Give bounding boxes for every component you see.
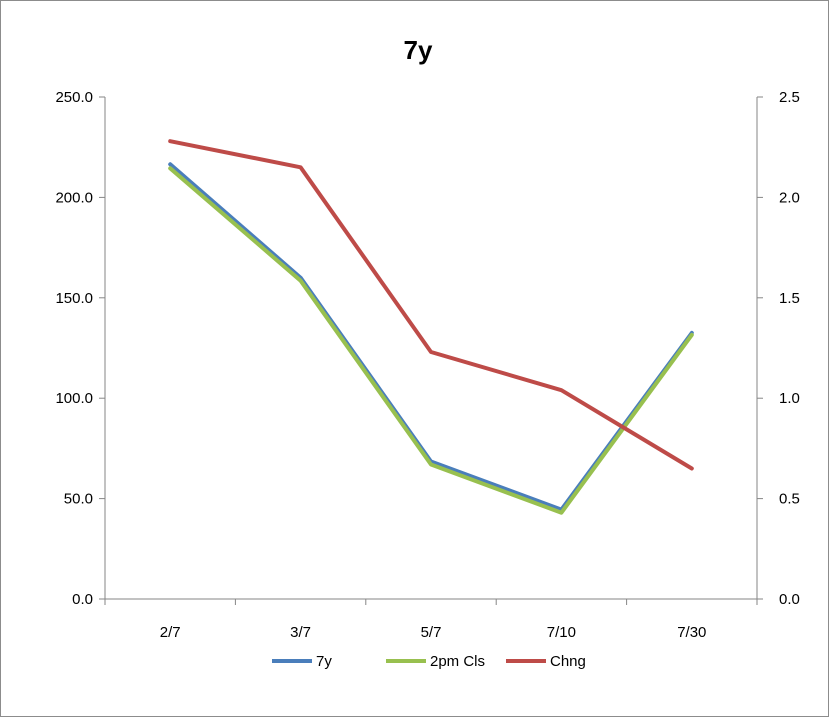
- legend-label: 2pm Cls: [430, 653, 485, 670]
- x-tick-label: 2/7: [160, 624, 181, 641]
- y-right-tick-label: 0.0: [779, 591, 800, 608]
- y-right-tick-label: 1.0: [779, 390, 800, 407]
- y-left-tick-label: 150.0: [55, 290, 93, 307]
- x-tick-label: 3/7: [290, 624, 311, 641]
- chart-title: 7y: [404, 35, 433, 65]
- y-right-tick-label: 0.5: [779, 491, 800, 508]
- y-left-tick-label: 250.0: [55, 89, 93, 106]
- y-left-tick-label: 200.0: [55, 189, 93, 206]
- y-left-tick-label: 50.0: [64, 491, 93, 508]
- x-tick-label: 5/7: [421, 624, 442, 641]
- series-line-chng: [168, 139, 694, 471]
- legend-label: 7y: [316, 653, 332, 670]
- legend: 7y 2pm Cls Chng: [272, 653, 586, 670]
- x-tick-label: 7/10: [547, 624, 576, 641]
- y-left-tick-label: 0.0: [72, 591, 93, 608]
- series-lines: [168, 139, 694, 515]
- y-right-tick-label: 2.0: [779, 189, 800, 206]
- axes: 0.0 50.0 100.0 150.0 200.0 250.0 0.0 0.5 1.0 1.5 2…: [55, 89, 799, 641]
- series-line-2pm-cls: [168, 166, 694, 515]
- y-left-tick-label: 100.0: [55, 390, 93, 407]
- y-right-tick-label: 2.5: [779, 89, 800, 106]
- y-right-tick-label: 1.5: [779, 290, 800, 307]
- x-tick-label: 7/30: [677, 624, 706, 641]
- legend-label: Chng: [550, 653, 586, 670]
